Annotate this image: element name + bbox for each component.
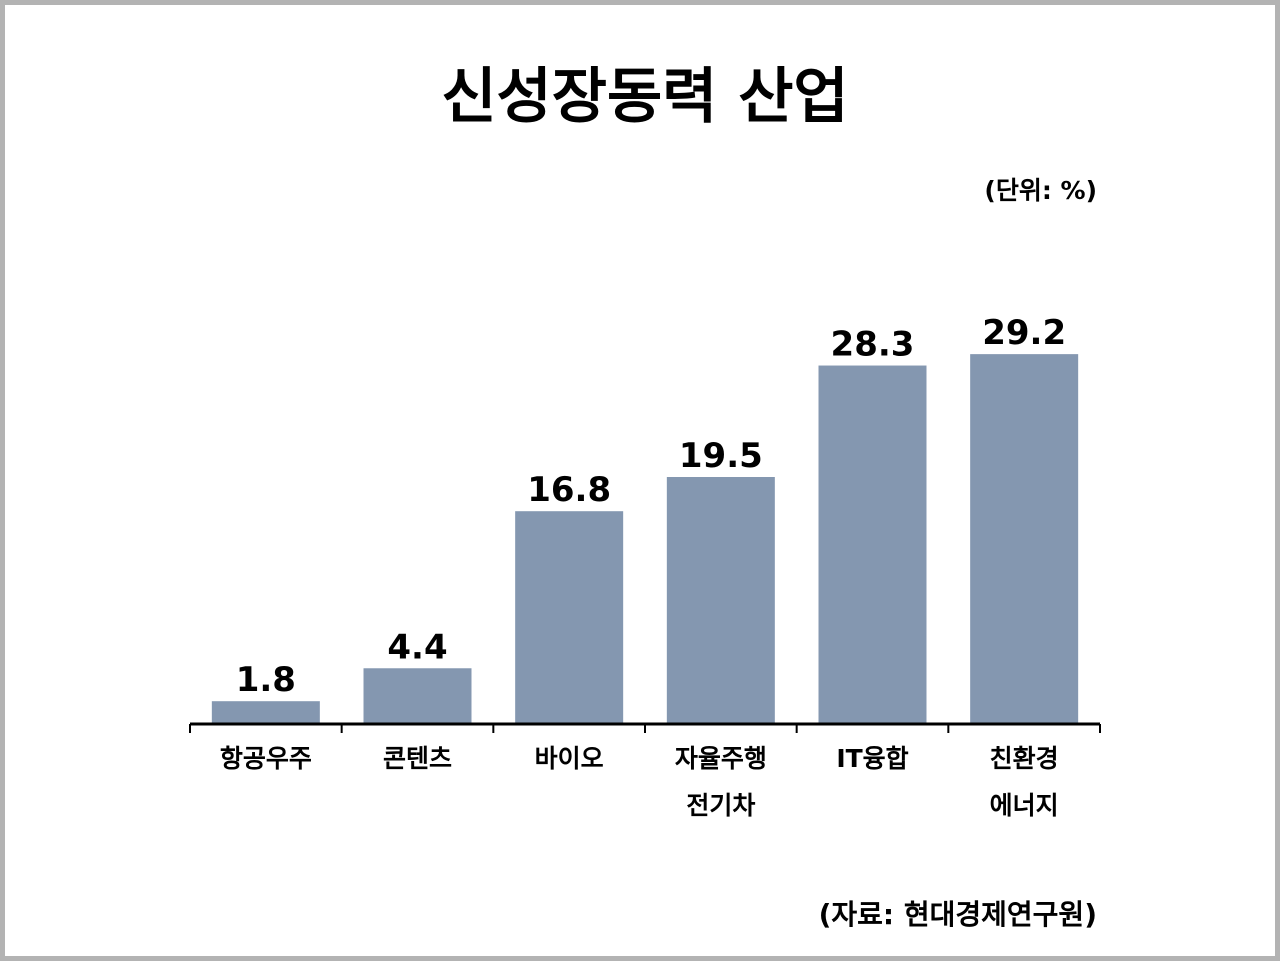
bar-5 <box>818 365 927 724</box>
value-label-1: 1.8 <box>236 660 296 700</box>
category-label-4-line-2: 전기차 <box>686 791 755 820</box>
chart-title: 신성장동력 산업 <box>441 62 849 132</box>
category-label-1: 항공우주 <box>220 744 312 773</box>
value-label-2: 4.4 <box>387 627 447 667</box>
value-label-3: 16.8 <box>527 470 611 510</box>
bar-3 <box>515 511 624 724</box>
category-label-6-line-1: 친환경 <box>990 744 1059 773</box>
bar-2 <box>363 668 472 724</box>
bar-1 <box>211 701 320 724</box>
category-label-4-line-1: 자율주행 <box>675 744 767 773</box>
bar-4 <box>666 477 775 724</box>
value-label-5: 28.3 <box>831 325 915 365</box>
category-label-6-line-2: 에너지 <box>990 791 1059 820</box>
source-label: (자료: 현대경제연구원) <box>818 898 1097 931</box>
category-label-5: IT융합 <box>836 744 908 773</box>
category-label-3: 바이오 <box>535 744 604 773</box>
value-label-4: 19.5 <box>679 436 763 476</box>
bar-6 <box>970 354 1079 724</box>
value-label-6: 29.2 <box>982 313 1066 353</box>
category-label-2: 콘텐츠 <box>383 744 452 773</box>
unit-label: (단위: %) <box>984 176 1097 205</box>
